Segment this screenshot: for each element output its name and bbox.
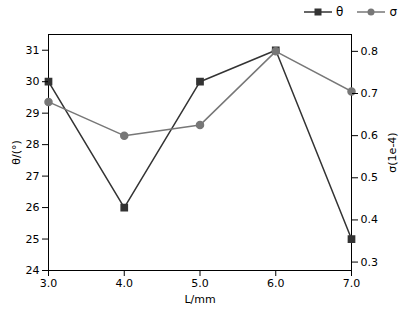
svg-text:0.7: 0.7: [361, 87, 379, 100]
svg-text:σ(1e-4): σ(1e-4): [386, 132, 399, 172]
svg-text:7.0: 7.0: [343, 277, 361, 290]
svg-text:0.8: 0.8: [361, 45, 379, 58]
html-text:θ: θ: [336, 5, 344, 19]
svg-text:4.0: 4.0: [116, 277, 134, 290]
svg-text:31: 31: [26, 44, 40, 57]
svg-text:25: 25: [26, 233, 40, 246]
svg-text:29: 29: [26, 107, 40, 120]
svg-text:0.3: 0.3: [361, 256, 379, 269]
svg-text:26: 26: [26, 201, 40, 214]
svg-text:28: 28: [26, 138, 40, 151]
svg-text:0.6: 0.6: [361, 129, 379, 142]
svg-text:6.0: 6.0: [267, 277, 285, 290]
svg-text:0.4: 0.4: [361, 213, 379, 226]
svg-text:L/mm: L/mm: [184, 293, 215, 306]
svg-text:θ/(°): θ/(°): [10, 140, 23, 165]
svg-text:3.0: 3.0: [40, 277, 58, 290]
svg-text:30: 30: [26, 75, 40, 88]
svg-text:27: 27: [26, 170, 40, 183]
svg-text:5.0: 5.0: [191, 277, 209, 290]
svg-text:0.5: 0.5: [361, 171, 379, 184]
html-text:σ: σ: [389, 5, 397, 19]
svg-text:24: 24: [26, 264, 40, 277]
